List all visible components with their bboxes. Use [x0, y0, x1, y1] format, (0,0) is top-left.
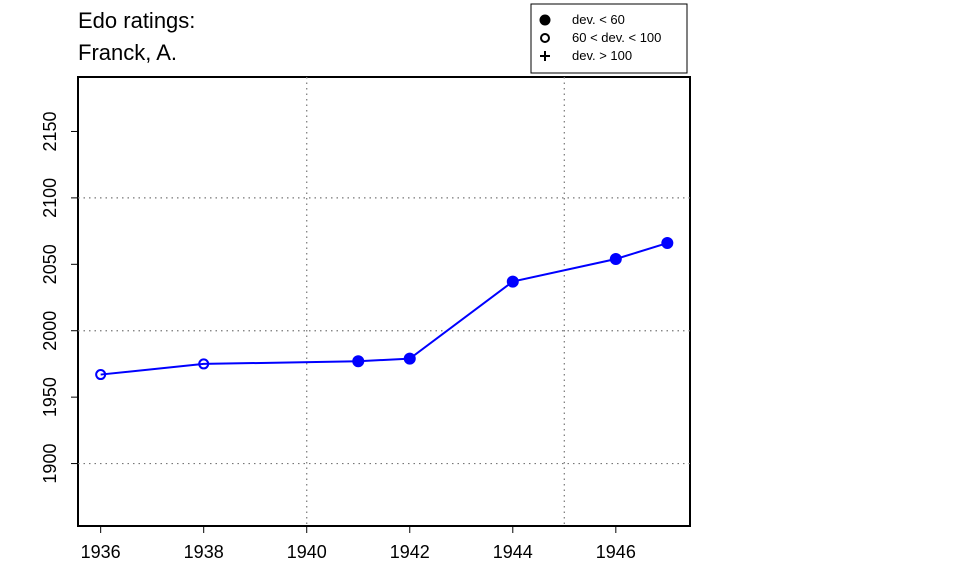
data-point: [609, 252, 622, 265]
x-tick-label: 1942: [390, 542, 430, 562]
data-point: [403, 352, 416, 365]
x-tick-label: 1936: [81, 542, 121, 562]
data-point: [95, 369, 107, 381]
y-tick-label: 1900: [40, 444, 60, 484]
legend-marker: [540, 51, 550, 61]
x-tick-label: 1944: [493, 542, 533, 562]
data-point: [661, 237, 674, 250]
chart-subtitle: Franck, A.: [78, 40, 177, 65]
y-tick-label: 2100: [40, 178, 60, 218]
x-tick-label: 1938: [184, 542, 224, 562]
legend-label: 60 < dev. < 100: [572, 30, 661, 45]
plot-frame: [77, 76, 691, 527]
legend-box: [530, 3, 688, 74]
legend-marker: [540, 33, 550, 43]
y-tick-label: 2000: [40, 311, 60, 351]
data-point: [198, 358, 210, 370]
x-tick-label: 1940: [287, 542, 327, 562]
x-tick-label: 1946: [596, 542, 636, 562]
y-tick-label: 1950: [40, 377, 60, 417]
data-point: [352, 355, 365, 368]
data-point: [506, 275, 519, 288]
y-tick-label: 2150: [40, 111, 60, 151]
legend-label: dev. < 60: [572, 12, 625, 27]
series-line: [100, 242, 668, 376]
legend-label: dev. > 100: [572, 48, 632, 63]
y-tick-label: 2050: [40, 244, 60, 284]
legend-marker: [539, 14, 551, 26]
chart-title: Edo ratings:: [78, 8, 195, 33]
